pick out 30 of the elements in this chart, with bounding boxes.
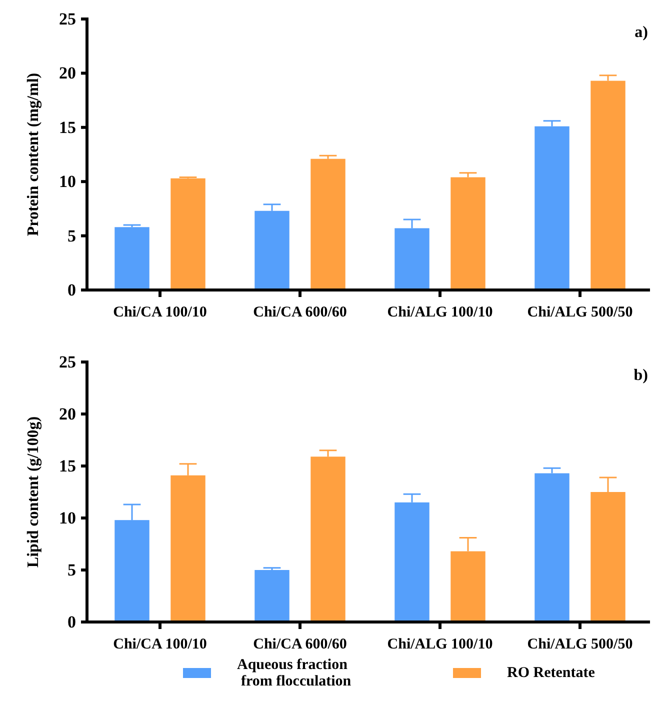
x-tick-label: Chi/CA 100/10: [113, 636, 207, 652]
x-tick-label: Chi/ALG 500/50: [527, 636, 633, 652]
legend-label: RO Retentate: [507, 665, 596, 681]
bar: [114, 227, 150, 290]
y-tick-label: 0: [68, 612, 76, 632]
y-tick-label: 5: [68, 560, 76, 580]
legend-label: Aqueous fraction from flocculation: [237, 657, 352, 690]
y-tick-label: 5: [68, 226, 76, 246]
x-tick-label: Chi/CA 600/60: [253, 636, 347, 652]
y-axis-title: Protein content (mg/ml): [25, 72, 42, 236]
x-tick-label: Chi/ALG 100/10: [387, 636, 493, 652]
x-tick-label: Chi/CA 100/10: [113, 304, 207, 320]
annotation: a): [634, 24, 648, 41]
y-tick-label: 20: [59, 64, 76, 83]
x-tick-label: Chi/ALG 100/10: [387, 304, 493, 320]
x-tick-label: Chi/CA 600/60: [253, 304, 347, 320]
bar: [254, 570, 290, 622]
bar: [170, 178, 206, 290]
y-tick-label: 25: [59, 9, 76, 28]
y-tick-label: 10: [59, 172, 76, 192]
y-tick-label: 15: [59, 456, 76, 476]
annotation: b): [634, 367, 648, 384]
y-axis-title: Lipid content (g/100g): [25, 416, 42, 568]
y-tick-label: 25: [59, 352, 76, 372]
y-tick-label: 10: [59, 508, 76, 528]
y-tick-label: 20: [59, 404, 76, 424]
x-tick-label: Chi/ALG 500/50: [527, 304, 633, 320]
y-tick-label: 15: [59, 118, 76, 137]
bar: [310, 158, 346, 290]
y-tick-label: 0: [68, 280, 76, 300]
